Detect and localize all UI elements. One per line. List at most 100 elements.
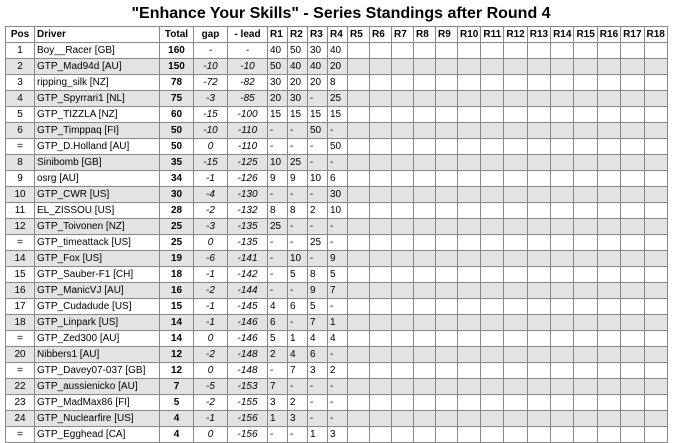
cell-round-3: 8 <box>307 266 328 283</box>
cell-lead: -100 <box>227 106 268 123</box>
cell-round-13 <box>526 234 552 251</box>
cell-round-2: - <box>287 218 308 235</box>
cell-pos: 15 <box>5 266 35 283</box>
cell-round-16 <box>596 42 622 59</box>
cell-round-9 <box>435 410 458 427</box>
cell-round-13 <box>526 282 552 299</box>
cell-round-8 <box>413 378 436 395</box>
cell-round-6 <box>369 234 392 251</box>
cell-round-18 <box>643 202 668 219</box>
cell-pos: 22 <box>5 378 35 395</box>
cell-round-11 <box>480 234 505 251</box>
cell-driver: Boy__Racer [GB] <box>34 42 160 59</box>
cell-total: 78 <box>159 74 194 91</box>
cell-round-7 <box>391 298 414 315</box>
cell-round-6 <box>369 122 392 139</box>
cell-round-12 <box>503 122 528 139</box>
cell-round-17 <box>620 122 645 139</box>
cell-round-15 <box>573 170 598 187</box>
cell-round-6 <box>369 154 392 171</box>
cell-round-4: - <box>327 410 348 427</box>
cell-gap: -2 <box>193 346 228 363</box>
cell-round-13 <box>526 106 552 123</box>
cell-round-18 <box>643 362 668 379</box>
cell-round-18 <box>643 394 668 411</box>
cell-round-16 <box>596 138 622 155</box>
cell-round-4: - <box>327 154 348 171</box>
cell-round-2: 8 <box>287 202 308 219</box>
cell-round-12 <box>503 266 528 283</box>
cell-round-7 <box>391 42 414 59</box>
table-row: 9 osrg [AU] 34 -1 -126 9 9 10 6 <box>5 170 668 187</box>
cell-total: 12 <box>159 362 194 379</box>
cell-round-13 <box>526 74 552 91</box>
cell-pos: 2 <box>5 58 35 75</box>
cell-gap: -6 <box>193 250 228 267</box>
cell-round-3: 2 <box>307 202 328 219</box>
cell-round-1: - <box>267 186 288 203</box>
cell-round-10 <box>456 42 482 59</box>
cell-round-4: 8 <box>327 74 348 91</box>
cell-pos: 1 <box>5 42 35 59</box>
cell-total: 18 <box>159 266 194 283</box>
cell-round-3: 20 <box>307 74 328 91</box>
cell-round-17 <box>620 426 645 443</box>
cell-round-6 <box>369 170 392 187</box>
table-row: 4 GTP_Spyrrari1 [NL] 75 -3 -85 20 30-25 <box>5 90 668 107</box>
cell-round-2: 40 <box>287 58 308 75</box>
cell-round-6 <box>369 202 392 219</box>
cell-round-1: 6 <box>267 314 288 331</box>
cell-round-4: - <box>327 298 348 315</box>
cell-round-5 <box>347 346 370 363</box>
cell-round-6 <box>369 426 392 443</box>
cell-round-8 <box>413 362 436 379</box>
cell-round-2: 9 <box>287 170 308 187</box>
table-header: Pos Driver Total gap - lead R1 R2 R3 R4 R5 R6 R7 R8 R… <box>5 26 668 43</box>
cell-total: 14 <box>159 314 194 331</box>
cell-gap: -2 <box>193 394 228 411</box>
cell-round-17 <box>620 346 645 363</box>
cell-round-7 <box>391 314 414 331</box>
cell-round-16 <box>596 90 622 107</box>
cell-round-10 <box>456 410 482 427</box>
cell-round-6 <box>369 362 392 379</box>
table-row: 23 GTP_MadMax86 [FI] 5 -2 -155 3 2- - <box>5 394 668 411</box>
cell-round-13 <box>526 314 552 331</box>
cell-round-10 <box>456 202 482 219</box>
cell-round-5 <box>347 410 370 427</box>
cell-round-12 <box>503 138 528 155</box>
cell-round-17 <box>620 298 645 315</box>
cell-round-9 <box>435 154 458 171</box>
table-body: 1 Boy__Racer [GB] 160- -40 50 30 40 2 GTP_Mad94d… <box>5 42 668 443</box>
table-row: = GTP_Zed300 [AU] 14 0 -146 5 1 4 4 <box>5 330 668 347</box>
cell-round-7 <box>391 106 414 123</box>
cell-round-7 <box>391 234 414 251</box>
cell-lead: -132 <box>227 202 268 219</box>
cell-round-8 <box>413 330 436 347</box>
cell-round-11 <box>480 186 505 203</box>
cell-round-3: 4 <box>307 330 328 347</box>
cell-round-5 <box>347 154 370 171</box>
cell-round-1: 20 <box>267 90 288 107</box>
cell-round-7 <box>391 154 414 171</box>
cell-round-11 <box>480 122 505 139</box>
cell-round-10 <box>456 362 482 379</box>
cell-lead: -153 <box>227 378 268 395</box>
header-round-5: R5 <box>347 26 370 43</box>
cell-round-15 <box>573 106 598 123</box>
cell-round-17 <box>620 234 645 251</box>
cell-round-2: 3 <box>287 410 308 427</box>
table-row: 16 GTP_ManicVJ [AU] 16 -2 -144- -9 7 <box>5 282 668 299</box>
cell-pos: 14 <box>5 250 35 267</box>
cell-driver: GTP_Linpark [US] <box>34 314 160 331</box>
header-round-13: R13 <box>526 26 552 43</box>
cell-round-6 <box>369 218 392 235</box>
cell-round-7 <box>391 410 414 427</box>
table-row: 3 ripping_silk [NZ] 78 -72 -82 30 20 20 8 <box>5 74 668 91</box>
table-row: 14 GTP_Fox [US] 19 -6 -141-10-9 <box>5 250 668 267</box>
cell-round-16 <box>596 106 622 123</box>
cell-round-16 <box>596 218 622 235</box>
cell-round-4: 4 <box>327 330 348 347</box>
cell-round-8 <box>413 218 436 235</box>
cell-round-9 <box>435 90 458 107</box>
